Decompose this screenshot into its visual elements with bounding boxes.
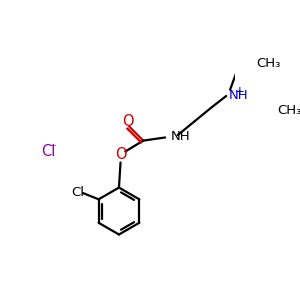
Text: ⁻: ⁻ [49, 143, 56, 156]
Text: NH: NH [229, 89, 248, 102]
Text: CH₃: CH₃ [256, 57, 280, 70]
Text: O: O [122, 114, 134, 129]
Text: NH: NH [171, 130, 190, 143]
Text: +: + [235, 85, 244, 98]
Text: Cl: Cl [41, 144, 55, 159]
Text: Cl: Cl [71, 186, 84, 199]
Text: CH₃: CH₃ [277, 104, 300, 117]
Text: O: O [116, 147, 127, 162]
